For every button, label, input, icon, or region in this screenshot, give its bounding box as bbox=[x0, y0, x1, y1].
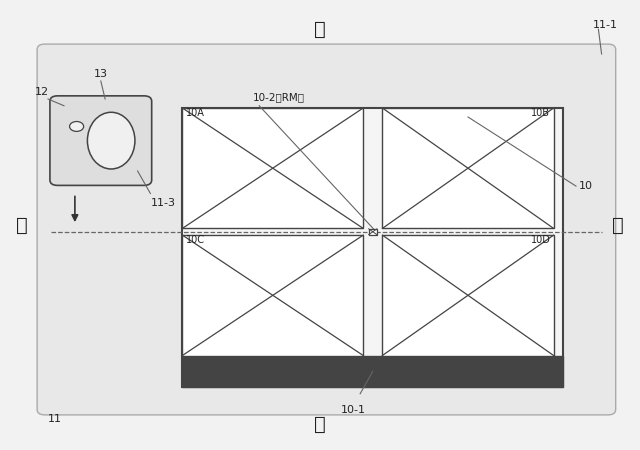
Bar bbox=[369, 229, 377, 235]
Text: 11-3: 11-3 bbox=[150, 198, 175, 208]
Ellipse shape bbox=[88, 112, 135, 169]
Bar bbox=[182, 108, 563, 387]
Bar bbox=[182, 356, 563, 387]
Text: 10A: 10A bbox=[186, 108, 204, 118]
Text: 11: 11 bbox=[48, 414, 62, 424]
Text: 10-2（RM）: 10-2（RM） bbox=[253, 92, 305, 102]
Bar bbox=[383, 235, 554, 356]
Text: 12: 12 bbox=[35, 87, 49, 97]
Text: 10-1: 10-1 bbox=[341, 405, 366, 415]
FancyBboxPatch shape bbox=[50, 96, 152, 185]
Bar bbox=[383, 108, 554, 228]
Bar bbox=[182, 235, 363, 356]
Text: 10C: 10C bbox=[186, 235, 205, 245]
Text: 11-1: 11-1 bbox=[593, 20, 618, 30]
Text: 10: 10 bbox=[579, 181, 593, 191]
Text: 10D: 10D bbox=[531, 235, 550, 245]
Text: 左: 左 bbox=[16, 216, 28, 234]
FancyBboxPatch shape bbox=[37, 44, 616, 415]
Text: 地: 地 bbox=[314, 415, 326, 434]
Text: 10B: 10B bbox=[531, 108, 550, 118]
Text: 天: 天 bbox=[314, 20, 326, 39]
Text: 右: 右 bbox=[612, 216, 624, 234]
Bar bbox=[182, 108, 363, 228]
Circle shape bbox=[70, 122, 84, 131]
Text: 13: 13 bbox=[94, 69, 108, 79]
